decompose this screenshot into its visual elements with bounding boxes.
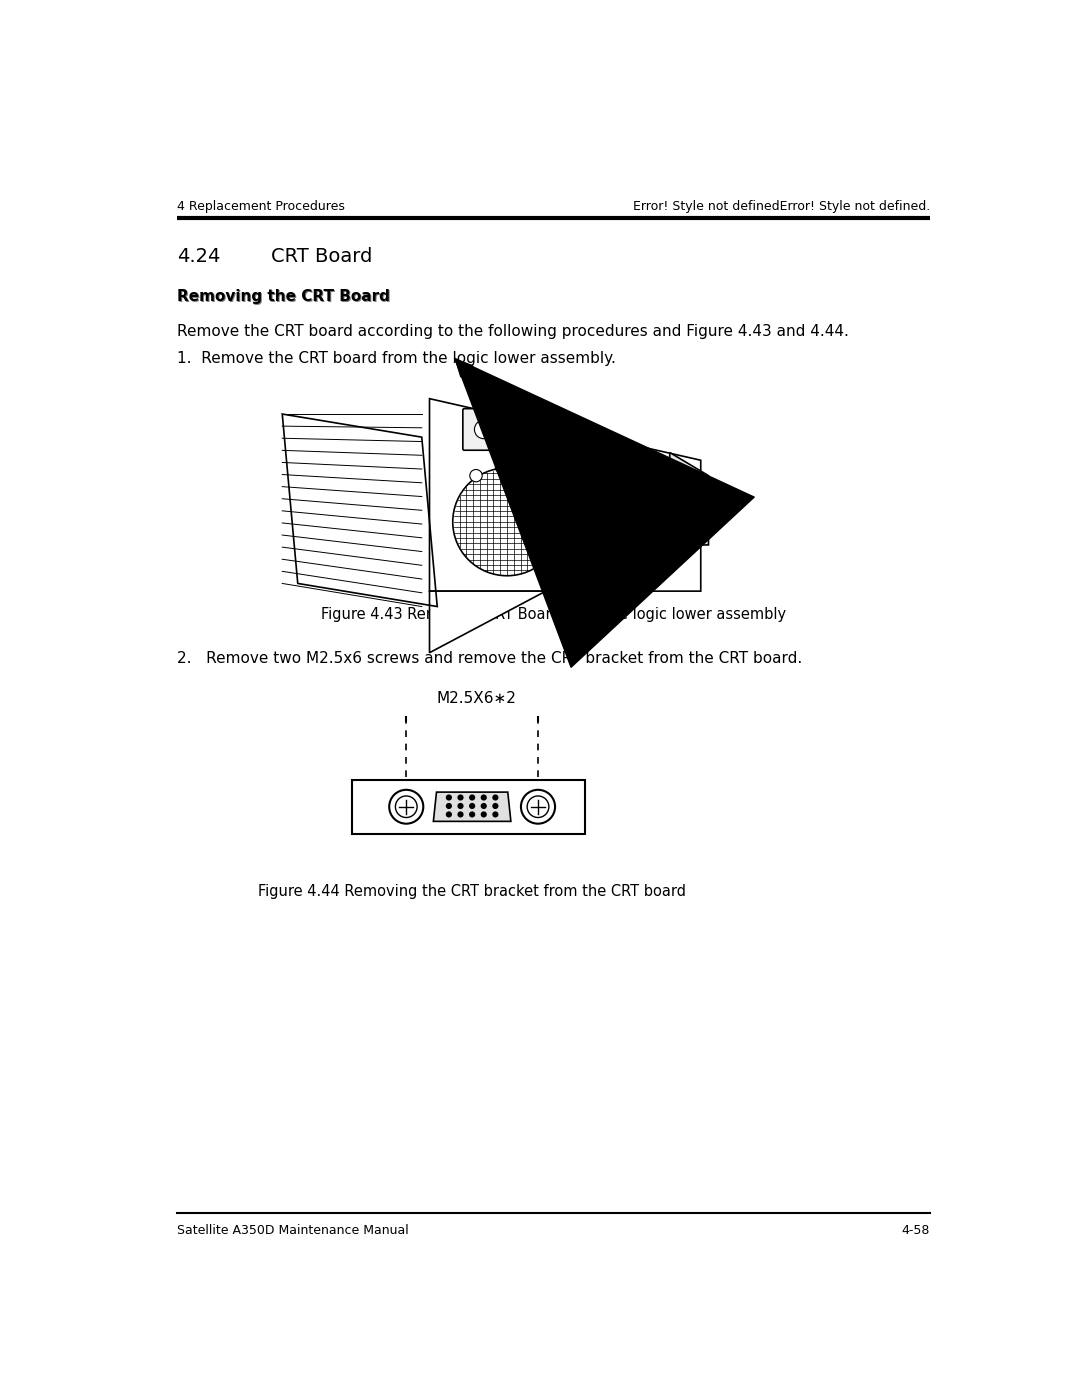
Polygon shape — [430, 591, 545, 652]
Text: M2.5X6∗2: M2.5X6∗2 — [436, 692, 516, 707]
Text: Satellite A350D Maintenance Manual: Satellite A350D Maintenance Manual — [177, 1224, 408, 1236]
Text: 2.   Remove two M2.5x6 screws and remove the CRT bracket from the CRT board.: 2. Remove two M2.5x6 screws and remove t… — [177, 651, 802, 666]
Circle shape — [481, 803, 487, 809]
Polygon shape — [352, 780, 584, 834]
Circle shape — [492, 795, 499, 800]
Text: Removing the CRT Board: Removing the CRT Board — [178, 291, 391, 306]
Circle shape — [446, 795, 451, 800]
Circle shape — [458, 812, 463, 817]
Circle shape — [492, 812, 499, 817]
Text: Remove the CRT board according to the following procedures and Figure 4.43 and 4: Remove the CRT board according to the fo… — [177, 324, 849, 339]
Circle shape — [469, 795, 475, 800]
Text: 1.  Remove the CRT board from the logic lower assembly.: 1. Remove the CRT board from the logic l… — [177, 351, 616, 366]
Circle shape — [481, 812, 487, 817]
Circle shape — [527, 796, 549, 817]
Circle shape — [474, 420, 494, 439]
Circle shape — [389, 789, 423, 824]
Circle shape — [492, 803, 499, 809]
Text: CRT Board: CRT Board — [271, 247, 372, 265]
Text: 4.24: 4.24 — [177, 247, 220, 265]
Circle shape — [469, 812, 475, 817]
Polygon shape — [638, 457, 677, 490]
Circle shape — [521, 789, 555, 824]
Circle shape — [469, 803, 475, 809]
Polygon shape — [670, 453, 708, 545]
Circle shape — [458, 803, 463, 809]
Polygon shape — [430, 398, 701, 591]
Circle shape — [497, 427, 510, 440]
Text: Figure 4.43 Removing CRT Board from the logic lower assembly: Figure 4.43 Removing CRT Board from the … — [321, 606, 786, 622]
Circle shape — [446, 812, 451, 817]
Circle shape — [446, 803, 451, 809]
Polygon shape — [433, 792, 511, 821]
Text: 4-58: 4-58 — [902, 1224, 930, 1236]
Text: 4 Replacement Procedures: 4 Replacement Procedures — [177, 200, 345, 212]
FancyBboxPatch shape — [463, 409, 521, 450]
Circle shape — [496, 464, 503, 472]
Text: Figure 4.44 Removing the CRT bracket from the CRT board: Figure 4.44 Removing the CRT bracket fro… — [258, 884, 686, 898]
Circle shape — [470, 469, 482, 482]
Circle shape — [481, 795, 487, 800]
Circle shape — [661, 555, 672, 566]
Circle shape — [458, 795, 463, 800]
Text: Error! Style not definedError! Style not defined.: Error! Style not definedError! Style not… — [633, 200, 930, 212]
Text: Removing the CRT Board: Removing the CRT Board — [177, 289, 390, 303]
Circle shape — [395, 796, 417, 817]
Circle shape — [526, 448, 535, 457]
Circle shape — [453, 468, 562, 576]
